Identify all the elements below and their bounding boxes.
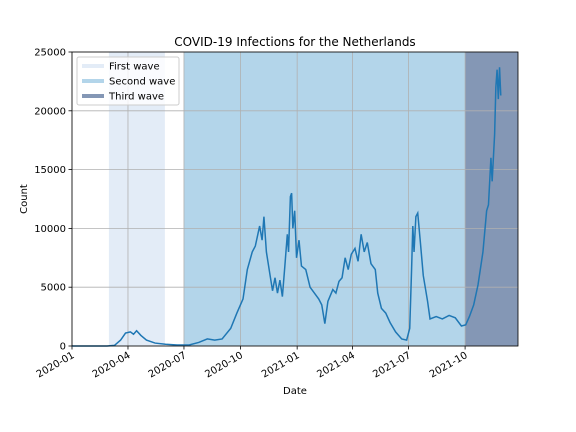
axes-frame	[71, 51, 519, 347]
x-tick-label: 2021-04	[315, 350, 357, 380]
x-tick-label: 2021-07	[371, 350, 413, 380]
y-tick-label: 0	[60, 342, 66, 353]
wave-span	[465, 52, 518, 346]
legend-box	[76, 56, 180, 106]
legend-swatch	[82, 94, 104, 98]
y-tick-label: 15000	[34, 165, 66, 176]
chart-title: COVID-19 Infections for the Netherlands	[174, 35, 415, 49]
legend-label: First wave	[109, 62, 160, 73]
wave-span	[183, 52, 466, 346]
x-tick-label: 2020-04	[91, 350, 133, 380]
y-tick-label: 5000	[41, 283, 66, 294]
x-tick-label: 2020-01	[35, 350, 77, 380]
y-tick-label: 25000	[34, 48, 66, 59]
y-tick-label: 20000	[34, 106, 66, 117]
x-axis-label: Date	[283, 386, 307, 397]
legend-label: Third wave	[108, 92, 164, 103]
legend-swatch	[82, 64, 104, 68]
y-tick-label: 10000	[34, 224, 66, 235]
x-tick-label: 2021-01	[260, 350, 302, 380]
legend-label: Second wave	[109, 77, 175, 88]
x-tick-label: 2020-07	[147, 350, 189, 380]
x-tick-label: 2021-10	[428, 350, 470, 380]
y-axis-label: Count	[19, 184, 30, 214]
data-line	[72, 67, 502, 347]
x-tick-label: 2020-10	[203, 350, 245, 380]
legend-swatch	[82, 79, 104, 83]
